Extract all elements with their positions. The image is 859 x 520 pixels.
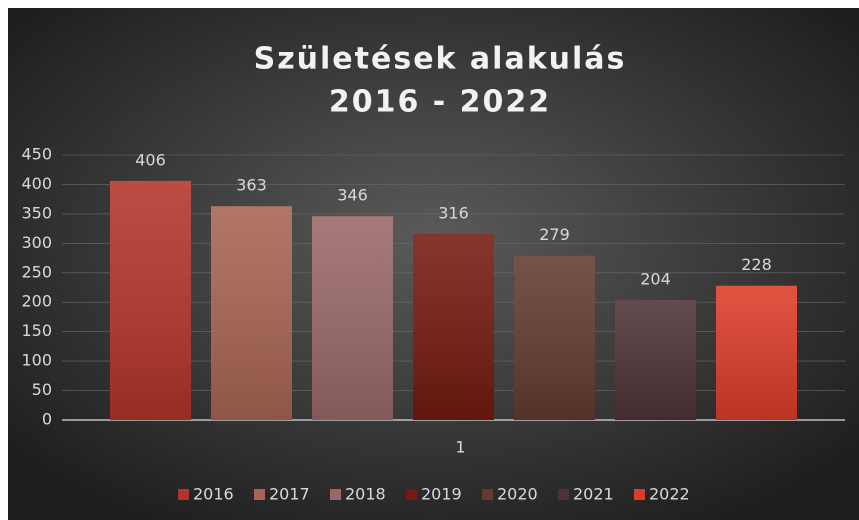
legend-swatch <box>634 489 645 500</box>
legend-swatch <box>406 489 417 500</box>
y-tick-label: 0 <box>42 410 52 429</box>
x-tick-label: 1 <box>455 438 465 457</box>
legend-swatch <box>330 489 341 500</box>
bar-shade <box>110 180 191 420</box>
legend-swatch <box>482 489 493 500</box>
value-label: 346 <box>337 186 368 205</box>
legend-label: 2016 <box>193 485 234 504</box>
legend-label: 2022 <box>649 485 690 504</box>
y-tick-label: 300 <box>21 233 52 252</box>
y-tick-label: 200 <box>21 292 52 311</box>
y-tick-label: 250 <box>21 262 52 281</box>
bar-shade <box>413 233 494 420</box>
y-tick-label: 350 <box>21 203 52 222</box>
y-tick-label: 450 <box>21 145 52 164</box>
legend-swatch <box>254 489 265 500</box>
y-tick-label: 150 <box>21 321 52 340</box>
bar-shade <box>312 216 393 420</box>
value-label: 204 <box>640 269 671 288</box>
legend-swatch <box>178 489 189 500</box>
value-label: 363 <box>236 176 267 195</box>
bar-shade <box>716 285 797 420</box>
legend-label: 2018 <box>345 485 386 504</box>
legend-label: 2021 <box>573 485 614 504</box>
y-tick-label: 50 <box>32 380 52 399</box>
y-tick-label: 400 <box>21 174 52 193</box>
y-tick-label: 100 <box>21 351 52 370</box>
value-label: 228 <box>741 255 772 274</box>
legend-swatch <box>558 489 569 500</box>
bar-shade <box>615 299 696 420</box>
value-label: 406 <box>135 150 166 169</box>
chart-title: Születések alakulás <box>254 42 627 77</box>
value-label: 279 <box>539 225 570 244</box>
chart-subtitle: 2016 - 2022 <box>329 85 551 120</box>
legend-label: 2019 <box>421 485 462 504</box>
bar-shade <box>211 206 292 420</box>
value-label: 316 <box>438 203 469 222</box>
legend-label: 2020 <box>497 485 538 504</box>
legend-label: 2017 <box>269 485 310 504</box>
bar-shade <box>514 255 595 420</box>
